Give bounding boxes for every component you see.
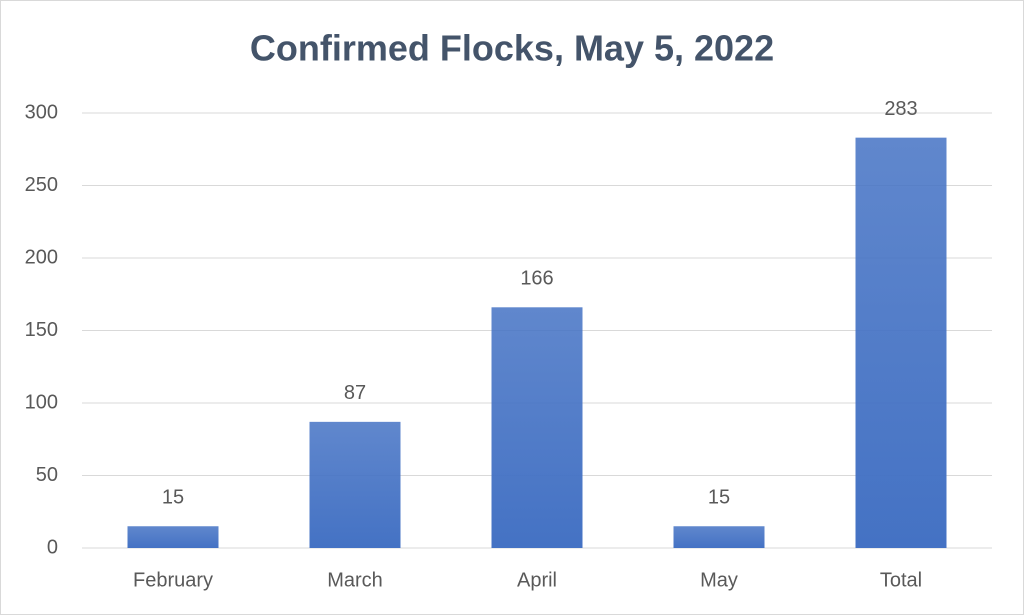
data-label: 15 <box>708 487 730 509</box>
y-tick-label: 50 <box>36 464 58 486</box>
y-tick-label: 300 <box>25 101 58 123</box>
data-label: 87 <box>344 382 366 404</box>
x-tick-label: February <box>133 569 213 591</box>
data-label: 283 <box>884 98 917 120</box>
bar <box>309 421 401 548</box>
bar <box>855 137 947 548</box>
x-tick-label: Total <box>880 569 922 591</box>
bar <box>127 526 219 548</box>
y-tick-label: 150 <box>25 319 58 341</box>
y-tick-label: 250 <box>25 174 58 196</box>
chart-title: Confirmed Flocks, May 5, 2022 <box>250 28 774 69</box>
y-tick-label: 0 <box>47 536 58 558</box>
y-tick-label: 200 <box>25 246 58 268</box>
x-tick-label: March <box>327 569 383 591</box>
data-label: 15 <box>162 487 184 509</box>
x-tick-label: May <box>700 569 738 591</box>
y-tick-label: 100 <box>25 391 58 413</box>
x-tick-label: April <box>517 569 557 591</box>
bar <box>673 526 765 548</box>
bar <box>491 307 583 548</box>
data-label: 166 <box>520 268 553 290</box>
